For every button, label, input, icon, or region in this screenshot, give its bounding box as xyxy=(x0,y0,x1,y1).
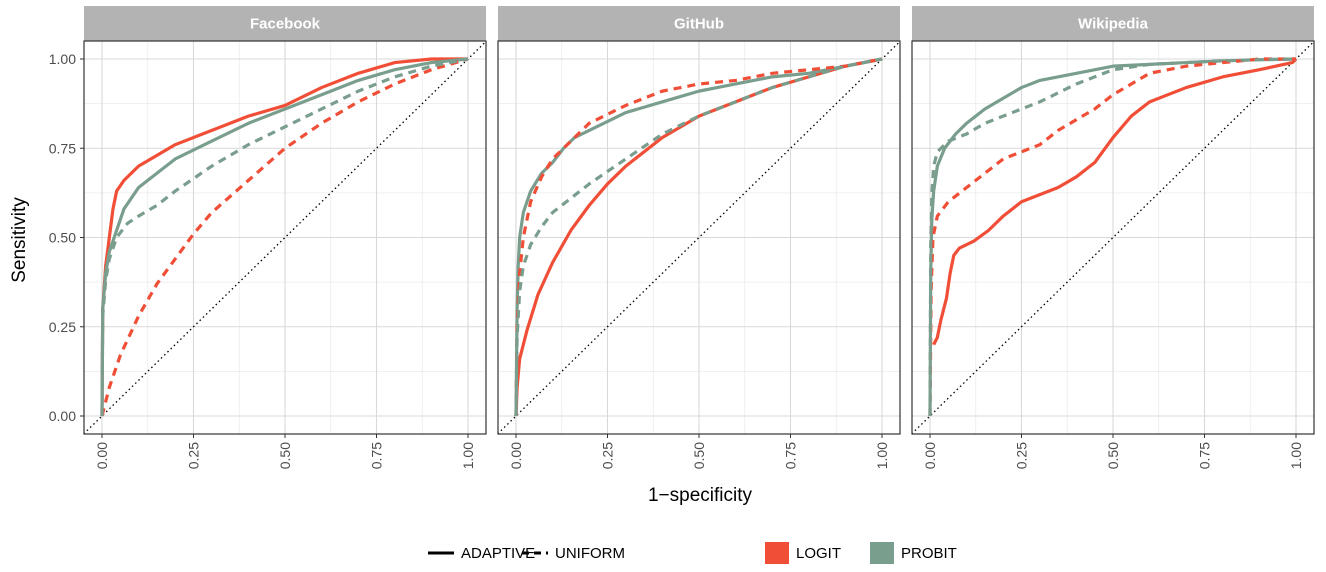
x-tick-label: 0.50 xyxy=(1105,442,1121,469)
roc-curve-logit-uniform xyxy=(100,57,469,417)
roc-curve-probit-uniform xyxy=(100,57,469,417)
facet-panel-wikipedia: Wikipedia 0.00 0.25 0.50 0.75 1.00 xyxy=(911,6,1315,469)
legend-label-logit: LOGIT xyxy=(796,545,841,562)
roc-curve-logit-adaptive xyxy=(100,57,468,417)
facet-strip-label: Wikipedia xyxy=(1078,16,1149,33)
facet-panel-facebook: Facebook 0.00 0.25 0.50 0.75 1.00 0.00 0.25 0.50… xyxy=(49,6,487,469)
y-tick-label: 0.00 xyxy=(49,408,76,424)
x-tick-label: 1.00 xyxy=(874,442,890,469)
legend: ADAPTIVE UNIFORM LOGIT PROBIT xyxy=(428,542,957,564)
legend-label-probit: PROBIT xyxy=(901,545,957,562)
facet-panels: Facebook 0.00 0.25 0.50 0.75 1.00 0.00 0.25 0.50… xyxy=(49,6,1315,469)
x-tick-label: 0.25 xyxy=(1014,442,1030,469)
diagonal-line xyxy=(84,41,486,434)
x-tick-label: 0.25 xyxy=(600,442,616,469)
x-tick-label: 0.75 xyxy=(783,442,799,469)
x-tick-label: 0.75 xyxy=(369,442,385,469)
facet-strip xyxy=(84,6,486,41)
x-tick-label: 0.75 xyxy=(1197,442,1213,469)
diagonal-line xyxy=(498,41,900,434)
y-tick-label: 0.50 xyxy=(49,230,76,246)
roc-curve-logit-adaptive xyxy=(932,57,1298,346)
diagonal-reference xyxy=(498,41,900,434)
x-tick-label: 0.50 xyxy=(277,442,293,469)
legend-label-uniform: UNIFORM xyxy=(555,545,625,562)
facet-strip xyxy=(498,6,900,41)
facet-strip xyxy=(912,6,1314,41)
x-tick-label: 0.50 xyxy=(691,442,707,469)
facet-strip-label: Facebook xyxy=(250,16,321,33)
series-group xyxy=(100,57,469,417)
diagonal-line xyxy=(912,41,1314,434)
roc-curve-probit-uniform xyxy=(928,57,1297,417)
x-tick-label: 0.25 xyxy=(186,442,202,469)
facet-panel-github: GitHub 0.00 0.25 0.50 0.75 1.00 xyxy=(497,6,901,469)
x-tick-label: 0.00 xyxy=(508,442,524,469)
diagonal-reference xyxy=(84,41,486,434)
y-tick-label: 0.75 xyxy=(49,140,76,156)
roc-curve-logit-uniform xyxy=(928,57,1296,417)
roc-curve-logit-uniform xyxy=(514,57,883,417)
legend-label-adaptive: ADAPTIVE xyxy=(461,545,535,562)
y-tick-label: 0.25 xyxy=(49,319,76,335)
legend-key-logit xyxy=(765,542,789,564)
x-tick-label: 0.00 xyxy=(94,442,110,469)
series-group xyxy=(514,57,883,417)
x-tick-label: 1.00 xyxy=(1288,442,1304,469)
roc-curve-probit-uniform xyxy=(514,57,883,417)
diagonal-reference xyxy=(912,41,1314,434)
y-tick-label: 1.00 xyxy=(49,51,76,67)
series-group xyxy=(928,57,1298,417)
x-tick-label: 1.00 xyxy=(460,442,476,469)
x-axis-title: 1−specificity xyxy=(648,485,753,506)
y-axis-title: Sensitivity xyxy=(9,197,30,283)
x-tick-label: 0.00 xyxy=(922,442,938,469)
legend-key-probit xyxy=(870,542,894,564)
facet-strip-label: GitHub xyxy=(674,16,724,33)
